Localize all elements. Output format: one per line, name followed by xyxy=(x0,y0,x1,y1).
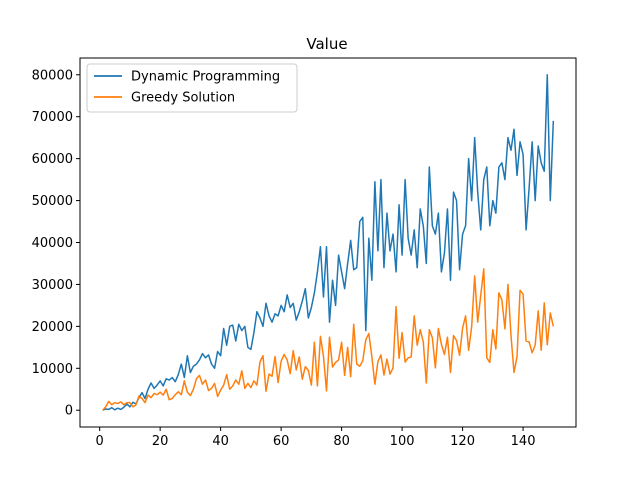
plot-area xyxy=(79,57,577,428)
x-tick-label: 60 xyxy=(273,434,290,449)
x-tick-label: 40 xyxy=(212,434,229,449)
x-tick-label: 0 xyxy=(96,434,104,449)
x-tick-label: 100 xyxy=(390,434,415,449)
legend-label-greedy-solution: Greedy Solution xyxy=(131,91,235,106)
x-tick-label: 120 xyxy=(450,434,475,449)
y-tick-label: 80000 xyxy=(32,68,73,83)
y-tick-label: 20000 xyxy=(32,320,73,335)
y-tick-label: 70000 xyxy=(32,110,73,125)
y-tick-label: 40000 xyxy=(32,236,73,251)
y-tick-label: 60000 xyxy=(32,152,73,167)
legend-box xyxy=(86,63,298,113)
legend-label-dynamic-programming: Dynamic Programming xyxy=(131,70,280,85)
y-tick-label: 10000 xyxy=(32,362,73,377)
x-tick-label: 140 xyxy=(511,434,536,449)
y-tick-label: 50000 xyxy=(32,194,73,209)
x-axis: 0 20 40 60 80 100 120 140 xyxy=(96,427,536,449)
x-tick-label: 20 xyxy=(152,434,169,449)
y-tick-label: 0 xyxy=(65,404,73,419)
series-layer xyxy=(102,74,555,411)
x-tick-label: 80 xyxy=(333,434,350,449)
y-tick-label: 30000 xyxy=(32,278,73,293)
chart-title: Value xyxy=(306,35,347,53)
y-axis: 0 10000 20000 30000 40000 50000 60000 70000 8000… xyxy=(32,68,80,419)
series-line-greedy-solution xyxy=(102,268,555,411)
legend: Dynamic Programming Greedy Solution xyxy=(86,63,298,113)
series-line-dynamic-programming xyxy=(102,74,555,411)
